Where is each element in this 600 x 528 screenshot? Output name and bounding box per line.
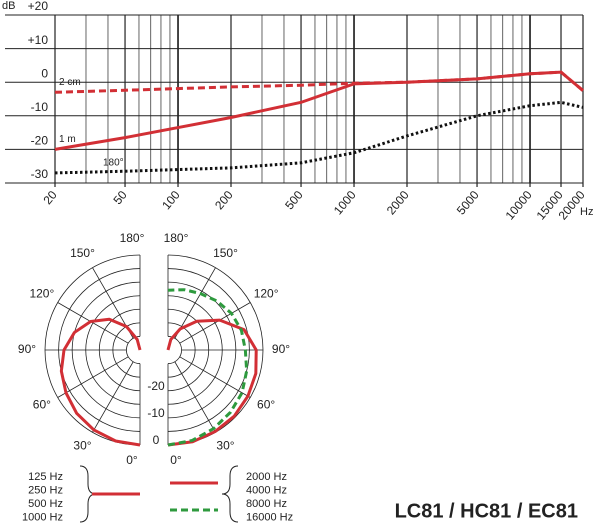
x-tick-label: 2000 bbox=[384, 188, 412, 218]
legend-label: 8000 Hz bbox=[246, 498, 287, 510]
x-tick-label: 1000 bbox=[331, 188, 359, 218]
series-line bbox=[54, 70, 584, 151]
legend-label: 16000 Hz bbox=[246, 511, 293, 523]
spoke bbox=[179, 302, 251, 344]
angle-label: 120° bbox=[254, 287, 279, 301]
angle-label: 120° bbox=[29, 287, 54, 301]
brace bbox=[221, 465, 239, 523]
angle-label: 30° bbox=[73, 438, 91, 452]
spoke bbox=[174, 361, 216, 433]
angle-label: 90° bbox=[272, 342, 290, 356]
angle-label: 90° bbox=[18, 342, 36, 356]
r-tick-label: 0 bbox=[153, 433, 160, 447]
y-tick-label: -30 bbox=[31, 167, 49, 181]
y-tick-label: -10 bbox=[31, 100, 49, 114]
legend-label: 1000 Hz bbox=[22, 511, 63, 523]
legend-label: 4000 Hz bbox=[246, 484, 287, 496]
series-label: 2 cm bbox=[59, 77, 81, 88]
angle-label: 150° bbox=[70, 246, 95, 260]
x-tick-label: 10000 bbox=[503, 188, 535, 223]
legend-label: 500 Hz bbox=[28, 498, 63, 510]
legend-label: 125 Hz bbox=[28, 471, 63, 483]
legend-label: 250 Hz bbox=[28, 484, 63, 496]
y-tick-label: +10 bbox=[28, 33, 49, 47]
x-tick-label: 5000 bbox=[454, 188, 482, 218]
legend-label: 2000 Hz bbox=[246, 471, 287, 483]
spoke bbox=[92, 361, 134, 433]
y-tick-label: 0 bbox=[41, 66, 48, 80]
series-label: 1 m bbox=[59, 134, 76, 145]
angle-label: 60° bbox=[33, 398, 51, 412]
y-axis-label: dB bbox=[2, 0, 15, 12]
angle-label: 0° bbox=[126, 453, 138, 467]
angle-label: 60° bbox=[257, 398, 275, 412]
spoke bbox=[57, 356, 129, 398]
polar-curve bbox=[167, 288, 249, 447]
angle-label: 180° bbox=[164, 231, 189, 245]
spoke bbox=[57, 302, 129, 344]
polar-curve bbox=[166, 318, 258, 447]
x-tick-label: 200 bbox=[212, 188, 236, 213]
spoke bbox=[179, 356, 251, 398]
angle-label: 0° bbox=[170, 453, 182, 467]
x-tick-label: 50 bbox=[110, 188, 130, 207]
product-title: LC81 / HC81 / EC81 bbox=[395, 500, 578, 522]
y-tick-label: -20 bbox=[31, 134, 49, 148]
polar-curve bbox=[59, 317, 142, 447]
angle-label: 150° bbox=[213, 246, 238, 260]
r-tick-label: -20 bbox=[147, 379, 165, 393]
angle-label: 180° bbox=[120, 231, 145, 245]
spoke bbox=[174, 267, 216, 339]
x-tick-label: 100 bbox=[159, 188, 183, 213]
y-tick-label: +20 bbox=[28, 0, 49, 13]
x-tick-label: 500 bbox=[282, 188, 306, 213]
x-axis-label: Hz bbox=[580, 206, 593, 218]
angle-label: 30° bbox=[216, 438, 234, 452]
r-tick-label: -10 bbox=[147, 406, 165, 420]
x-tick-label: 20 bbox=[40, 188, 60, 207]
series-line bbox=[54, 100, 584, 175]
series-label: 180° bbox=[103, 158, 124, 169]
